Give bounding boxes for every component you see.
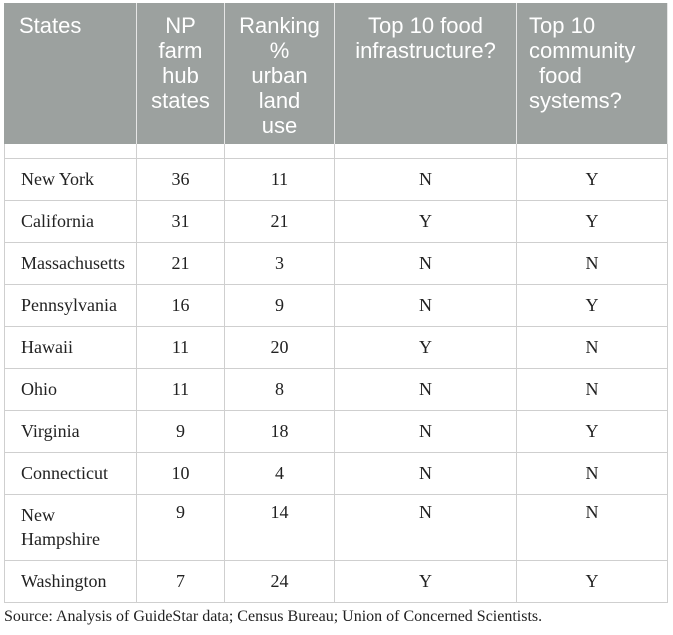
header-top10-food-infrastructure: Top 10 food infrastructure? bbox=[334, 3, 517, 144]
urban-ranking-cell: 8 bbox=[224, 367, 335, 411]
community-food-cell: N bbox=[516, 493, 668, 561]
table-header-row: States NP farm hub states Ranking % urba… bbox=[4, 3, 668, 144]
state-cell: Massachusetts bbox=[4, 241, 137, 285]
np-farm-hub-cell: 7 bbox=[136, 559, 225, 603]
farm-hub-table: States NP farm hub states Ranking % urba… bbox=[4, 3, 668, 603]
food-infrastructure-cell: N bbox=[334, 157, 517, 201]
spacer-cell bbox=[224, 144, 335, 159]
spacer-cell bbox=[334, 144, 517, 159]
community-food-cell: Y bbox=[516, 409, 668, 453]
state-cell: Hawaii bbox=[4, 325, 137, 369]
spacer-cell bbox=[516, 144, 668, 159]
food-infrastructure-cell: N bbox=[334, 451, 517, 495]
food-infrastructure-cell: N bbox=[334, 283, 517, 327]
np-farm-hub-cell: 9 bbox=[136, 409, 225, 453]
source-caption: Source: Analysis of GuideStar data; Cens… bbox=[4, 608, 543, 625]
state-cell: Ohio bbox=[4, 367, 137, 411]
state-cell: New York bbox=[4, 157, 137, 201]
urban-ranking-cell: 4 bbox=[224, 451, 335, 495]
food-infrastructure-cell: Y bbox=[334, 559, 517, 603]
table-row: Washington 7 24 Y Y bbox=[4, 559, 668, 603]
urban-ranking-cell: 24 bbox=[224, 559, 335, 603]
spacer-cell bbox=[136, 144, 225, 159]
np-farm-hub-cell: 11 bbox=[136, 325, 225, 369]
state-cell: Pennsylvania bbox=[4, 283, 137, 327]
np-farm-hub-cell: 10 bbox=[136, 451, 225, 495]
spacer-cell bbox=[4, 144, 137, 159]
community-food-cell: N bbox=[516, 367, 668, 411]
header-top10-community-food-systems: Top 10 community food systems? bbox=[516, 3, 668, 144]
table-row: Hawaii 11 20 Y N bbox=[4, 325, 668, 369]
state-cell: New Hampshire bbox=[4, 493, 137, 561]
state-cell: Washington bbox=[4, 559, 137, 603]
table-row: Virginia 9 18 N Y bbox=[4, 409, 668, 453]
state-cell: Virginia bbox=[4, 409, 137, 453]
np-farm-hub-cell: 36 bbox=[136, 157, 225, 201]
urban-ranking-cell: 9 bbox=[224, 283, 335, 327]
community-food-cell: N bbox=[516, 451, 668, 495]
community-food-cell: Y bbox=[516, 559, 668, 603]
header-ranking-urban-land-use: Ranking % urban land use bbox=[224, 3, 335, 144]
np-farm-hub-cell: 31 bbox=[136, 199, 225, 243]
np-farm-hub-cell: 11 bbox=[136, 367, 225, 411]
table-row: New Hampshire 9 14 N N bbox=[4, 493, 668, 561]
np-farm-hub-cell: 9 bbox=[136, 493, 225, 561]
food-infrastructure-cell: N bbox=[334, 493, 517, 561]
food-infrastructure-cell: N bbox=[334, 241, 517, 285]
community-food-cell: Y bbox=[516, 199, 668, 243]
community-food-cell: Y bbox=[516, 283, 668, 327]
food-infrastructure-cell: Y bbox=[334, 199, 517, 243]
header-spacer-row bbox=[4, 144, 668, 159]
urban-ranking-cell: 3 bbox=[224, 241, 335, 285]
urban-ranking-cell: 18 bbox=[224, 409, 335, 453]
table-row: New York 36 11 N Y bbox=[4, 157, 668, 201]
header-np-farm-hub-states: NP farm hub states bbox=[136, 3, 225, 144]
community-food-cell: N bbox=[516, 241, 668, 285]
data-table-container: States NP farm hub states Ranking % urba… bbox=[4, 3, 668, 603]
table-row: Connecticut 10 4 N N bbox=[4, 451, 668, 495]
urban-ranking-cell: 21 bbox=[224, 199, 335, 243]
food-infrastructure-cell: Y bbox=[334, 325, 517, 369]
table-row: Ohio 11 8 N N bbox=[4, 367, 668, 411]
urban-ranking-cell: 20 bbox=[224, 325, 335, 369]
table-row: Pennsylvania 16 9 N Y bbox=[4, 283, 668, 327]
table-row: Massachusetts 21 3 N N bbox=[4, 241, 668, 285]
community-food-cell: Y bbox=[516, 157, 668, 201]
header-states: States bbox=[4, 3, 137, 144]
food-infrastructure-cell: N bbox=[334, 367, 517, 411]
np-farm-hub-cell: 21 bbox=[136, 241, 225, 285]
urban-ranking-cell: 11 bbox=[224, 157, 335, 201]
np-farm-hub-cell: 16 bbox=[136, 283, 225, 327]
urban-ranking-cell: 14 bbox=[224, 493, 335, 561]
food-infrastructure-cell: N bbox=[334, 409, 517, 453]
community-food-cell: N bbox=[516, 325, 668, 369]
state-cell: California bbox=[4, 199, 137, 243]
state-cell: Connecticut bbox=[4, 451, 137, 495]
table-row: California 31 21 Y Y bbox=[4, 199, 668, 243]
